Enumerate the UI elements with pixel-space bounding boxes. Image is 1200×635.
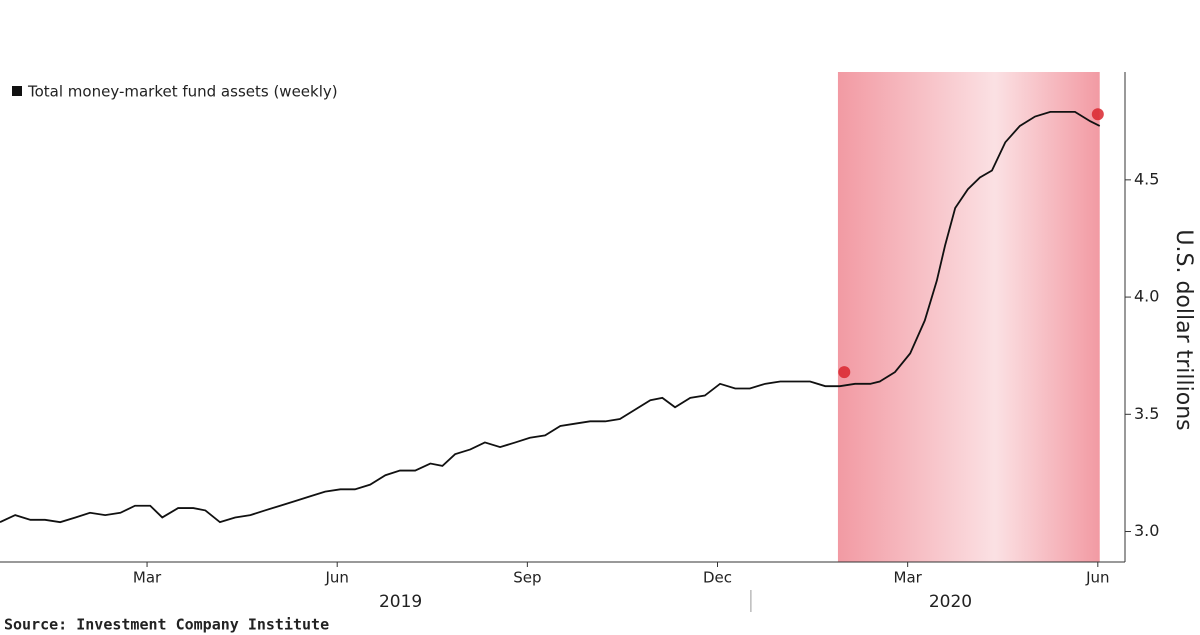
highlight-point	[1091, 108, 1104, 121]
y-axis-label: U.S. dollar trillions	[1171, 229, 1196, 430]
year-label: 2020	[929, 592, 972, 612]
x-tick-label: Jun	[324, 569, 348, 587]
highlight-point	[838, 366, 851, 379]
x-tick-label: Jun	[1085, 569, 1109, 587]
line	[0, 110, 1101, 524]
y-tick-label: 4.5	[1134, 169, 1159, 188]
source: Source: Investment Company Institute	[4, 616, 329, 634]
shaded-period	[837, 72, 1100, 562]
y-tick-label: 4.0	[1134, 287, 1159, 306]
x-tick-label: Mar	[133, 569, 162, 587]
legend-label: Total money-market fund assets (weekly)	[27, 83, 338, 101]
legend-swatch	[12, 86, 22, 96]
y-tick-label: 3.0	[1134, 521, 1159, 540]
x-tick-label: Sep	[513, 569, 541, 587]
y-tick-label: 3.5	[1134, 404, 1159, 423]
x-tick-label: Mar	[894, 569, 923, 587]
year-label: 2019	[379, 592, 422, 612]
x-tick-label: Dec	[703, 569, 732, 587]
